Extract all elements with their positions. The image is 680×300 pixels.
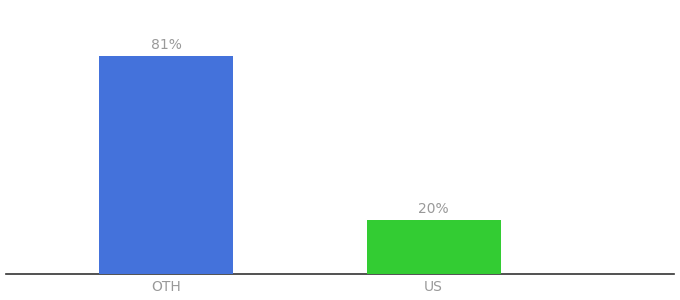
Bar: [99, 56, 233, 274]
Bar: [367, 220, 500, 274]
Text: 81%: 81%: [151, 38, 182, 52]
Text: 20%: 20%: [418, 202, 449, 216]
